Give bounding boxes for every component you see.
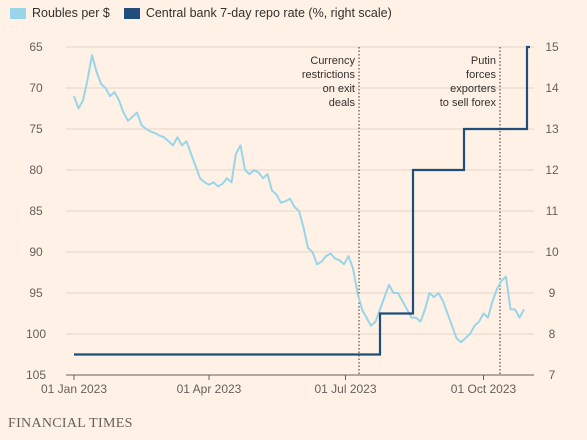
series-lines [73,45,530,356]
x-tick-label: 01 Jul 2023 [314,382,376,396]
left-tick-label: 75 [29,122,43,136]
left-tick-label: 85 [29,204,43,218]
footer-source: FINANCIAL TIMES [8,416,133,431]
legend-swatch-roubles [10,7,26,19]
chart-legend: Roubles per $ Central bank 7-day repo ra… [10,6,392,20]
annotations: Currency restrictions on exit deals Putin for… [302,47,501,375]
right-tick-label: 10 [545,245,559,259]
legend-item-repo-rate: Central bank 7-day repo rate (%, right s… [123,6,392,20]
repo-rate-line [74,45,530,356]
right-axis-ticks: 7 8 9 10 11 12 13 14 15 [545,40,559,382]
annotation-text: forces [466,69,496,81]
annotation-text: on exit [323,83,355,95]
right-tick-label: 14 [545,81,559,95]
left-tick-label: 95 [29,286,43,300]
left-tick-label: 90 [29,245,43,259]
x-tick-label: 01 Apr 2023 [177,382,242,396]
annotation-text: Putin [471,55,496,67]
right-tick-label: 7 [549,368,556,382]
legend-label-roubles: Roubles per $ [32,6,110,20]
left-axis-ticks: 65 70 75 80 85 90 95 100 105 [26,40,46,382]
right-tick-label: 9 [549,286,556,300]
right-tick-label: 12 [545,163,559,177]
x-tick-label: 01 Jan 2023 [41,382,107,396]
right-tick-label: 11 [546,204,559,218]
x-axis-ticks: 01 Jan 2023 01 Apr 2023 01 Jul 2023 01 Oct … [41,375,517,396]
left-tick-label: 70 [29,81,43,95]
roubles-line [73,54,525,344]
legend-label-repo-rate: Central bank 7-day repo rate (%, right s… [145,6,392,20]
x-tick-label: 01 Oct 2023 [451,382,517,396]
left-tick-label: 80 [29,163,43,177]
legend-swatch-repo-rate [123,7,140,19]
legend-item-roubles: Roubles per $ [10,6,110,20]
left-tick-label: 105 [26,368,46,382]
right-tick-label: 8 [549,327,556,341]
right-tick-label: 13 [545,122,559,136]
right-tick-label: 15 [545,40,559,54]
left-tick-label: 100 [26,327,46,341]
annotation-text: deals [329,97,356,109]
annotation-text: to sell forex [440,97,497,109]
left-tick-label: 65 [29,40,43,54]
annotation-text: exporters [450,83,496,95]
annotation-text: restrictions [302,69,356,81]
annotation-text: Currency [310,55,355,67]
